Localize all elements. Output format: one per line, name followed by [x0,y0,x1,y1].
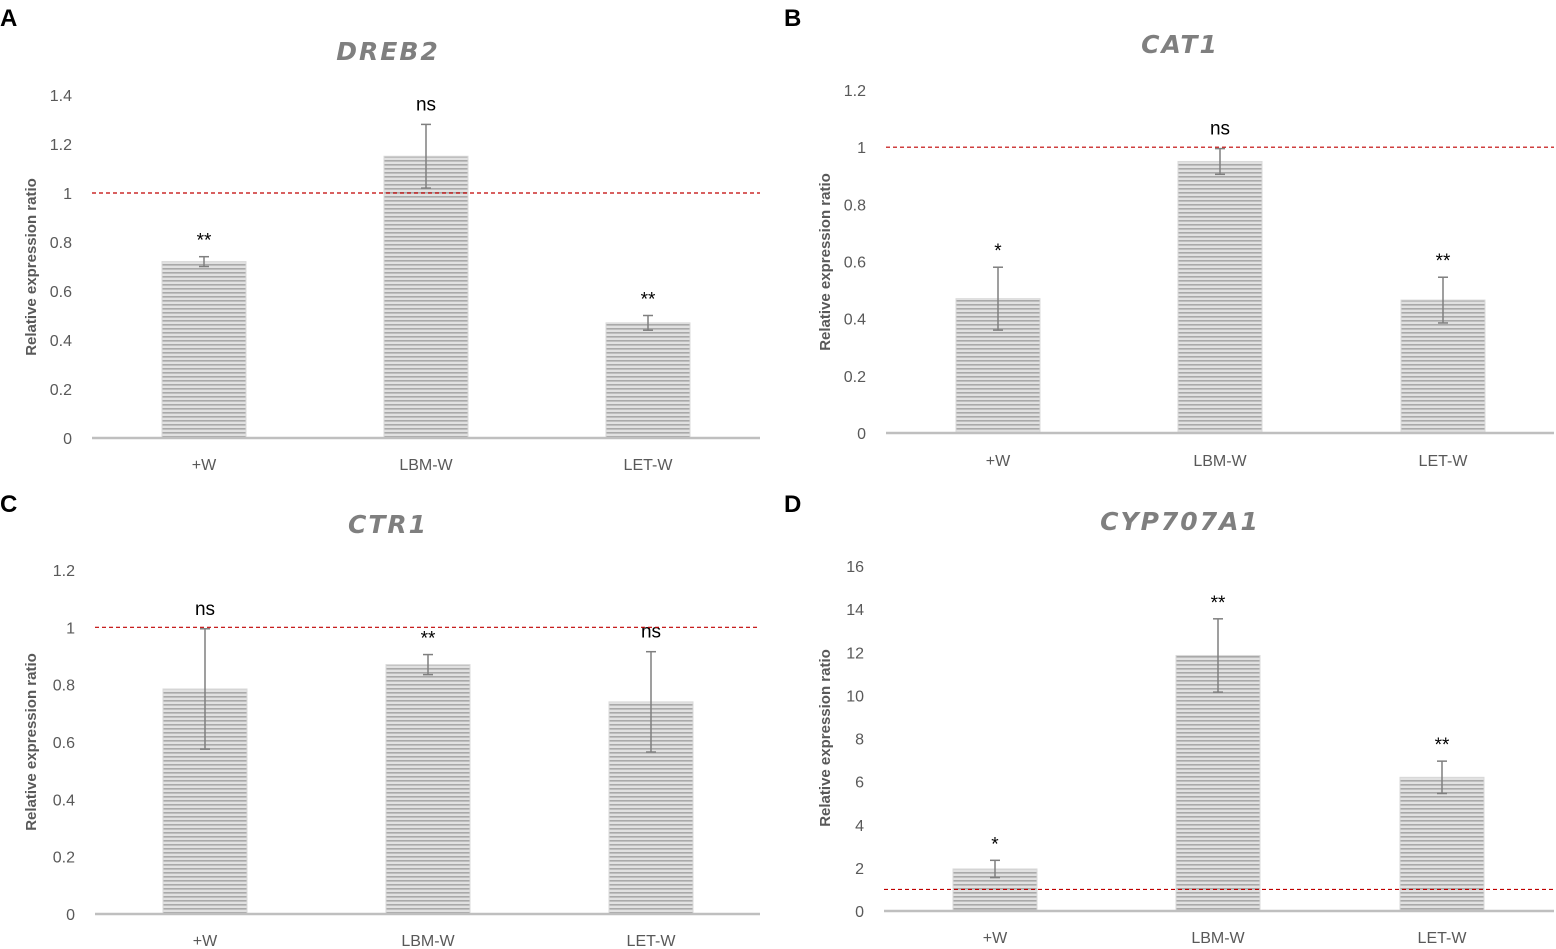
panel-a-ytick-label: 0.2 [50,382,72,399]
panel-c-ytick-label: 1.2 [53,563,75,580]
panel-c-plot: 0 0.2 0.4 0.6 0.8 1 1.2 ns +W ** LBM-W ns LET-W [53,563,760,949]
panel-d-y-axis-label: Relative expression ratio [817,649,834,827]
panel-d: D CYP707A1 Relative expression ratio 0 2 4… [784,491,1554,947]
panel-a-significance-label: ** [197,231,212,252]
panel-c-ytick-label: 0.6 [53,735,75,752]
panel-b-ytick-label: 0.4 [844,312,866,329]
panel-b-plot: 0 0.2 0.4 0.6 0.8 1 1.2 * +W ns LBM-W ** LET-W [844,83,1554,470]
panel-a-y-axis-label: Relative expression ratio [23,178,40,356]
panel-c-ytick-label: 0.2 [53,850,75,867]
panel-a: A DREB2 Relative expression ratio 0 0.2 0.… [0,5,760,474]
panel-a-ytick-label: 0.8 [50,235,72,252]
panel-b-ytick-label: 0 [857,426,866,443]
panel-c-category-label: LET-W [627,933,677,949]
panel-a-category-label: +W [192,457,217,474]
panel-a-ytick-label: 0.6 [50,284,72,301]
panel-d-ytick-label: 14 [846,602,864,619]
panel-b-title: CAT1 [1141,30,1219,59]
panel-c-letter: C [0,491,17,518]
panel-a-ytick-label: 0 [63,431,72,448]
panel-b-category-label: LBM-W [1193,453,1247,470]
panel-c-category-label: LBM-W [401,933,455,949]
panel-c-ytick-label: 1 [66,620,75,637]
panel-b: B CAT1 Relative expression ratio 0 0.2 0.4… [784,5,1554,470]
panel-b-letter: B [784,5,801,32]
panel-a-significance-label: ** [641,290,656,311]
panel-c-category-label: +W [193,933,218,949]
panel-b-bar [1177,160,1263,434]
panel-c-significance-label: ns [641,622,661,643]
panel-a-title: DREB2 [336,37,440,66]
panel-a-significance-label: ns [416,94,436,115]
panel-c: C CTR1 Relative expression ratio 0 0.2 0.4… [0,491,760,949]
panel-b-ytick-label: 0.2 [844,369,866,386]
panel-d-ytick-label: 4 [855,818,864,835]
panel-d-bar [1399,776,1485,912]
panel-b-y-axis-label: Relative expression ratio [817,173,834,351]
panel-d-letter: D [784,491,801,518]
panel-a-category-label: LET-W [624,457,674,474]
panel-a-plot: 0 0.2 0.4 0.6 0.8 1 1.2 1.4 ** +W ns LBM-W ** LET-W [50,88,760,474]
panel-b-ytick-label: 0.8 [844,197,866,214]
panel-a-category-label: LBM-W [399,457,453,474]
panel-d-category-label: LBM-W [1191,930,1245,947]
panel-b-ytick-label: 1.2 [844,83,866,100]
panel-a-bar [383,155,469,439]
panel-c-ytick-label: 0.8 [53,678,75,695]
panel-d-significance-label: ** [1211,593,1226,614]
panel-b-significance-label: ns [1210,119,1230,140]
panel-c-y-axis-label: Relative expression ratio [23,653,40,831]
panel-c-significance-label: ** [421,629,436,650]
panel-a-bar [605,322,691,439]
panel-c-significance-label: ns [195,599,215,620]
panel-a-ytick-label: 1 [63,186,72,203]
panel-d-ytick-label: 2 [855,861,864,878]
panel-d-bar [1175,654,1261,912]
panel-b-ytick-label: 0.6 [844,255,866,272]
panel-b-ytick-label: 1 [857,140,866,157]
panel-d-plot: 0 2 4 6 8 10 12 14 16 * +W ** LBM-W ** LET-W [846,559,1554,947]
panel-c-bar [385,664,471,915]
panel-a-ytick-label: 0.4 [50,333,72,350]
panel-c-title: CTR1 [348,510,428,539]
panel-d-significance-label: * [991,834,999,855]
panel-d-ytick-label: 12 [846,645,864,662]
panel-d-ytick-label: 10 [846,688,864,705]
panel-d-category-label: LET-W [1418,930,1468,947]
panel-d-category-label: +W [983,930,1008,947]
panel-a-ytick-label: 1.4 [50,88,72,105]
panel-d-ytick-label: 0 [855,904,864,921]
panel-a-letter: A [0,5,17,32]
panel-a-bar [161,261,247,439]
panel-b-significance-label: ** [1436,251,1451,272]
panel-b-category-label: LET-W [1419,453,1469,470]
panel-b-category-label: +W [986,453,1011,470]
panel-c-ytick-label: 0.4 [53,792,75,809]
panel-d-title: CYP707A1 [1100,507,1260,536]
panel-b-significance-label: * [994,241,1002,262]
panel-c-ytick-label: 0 [66,907,75,924]
panel-d-ytick-label: 16 [846,559,864,576]
panel-d-ytick-label: 8 [855,732,864,749]
panel-a-ytick-label: 1.2 [50,137,72,154]
panel-d-ytick-label: 6 [855,775,864,792]
panel-d-significance-label: ** [1435,735,1450,756]
